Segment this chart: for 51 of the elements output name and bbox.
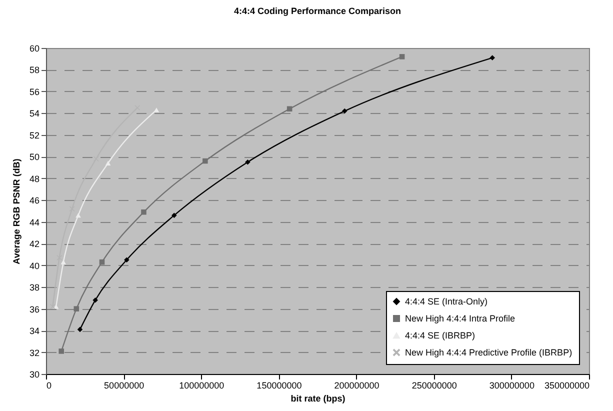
point — [56, 255, 62, 260]
y-tick-label: 38 — [29, 282, 40, 293]
y-tick-label: 54 — [29, 108, 40, 119]
point — [77, 326, 83, 332]
y-tick-label: 36 — [29, 304, 40, 314]
y-tick-label: 58 — [29, 65, 40, 76]
x-tick-label: 150000000 — [256, 380, 302, 390]
point — [399, 54, 405, 60]
point — [74, 306, 80, 312]
point — [105, 160, 111, 166]
y-tick-label: 34 — [29, 326, 40, 336]
x-tick-label: 350000000 — [544, 380, 590, 390]
point — [286, 106, 292, 112]
x-tick-label: 250000000 — [412, 380, 457, 390]
y-tick-label: 40 — [29, 260, 40, 271]
point — [172, 212, 177, 218]
legend-label: 4:4:4 SE (IBRBP) — [405, 330, 476, 340]
point — [76, 213, 81, 218]
y-tick-label: 48 — [29, 174, 40, 184]
x-tick-label: 200000000 — [334, 380, 380, 390]
x-tick-label: 50000000 — [104, 380, 144, 390]
x-tick-label: 300000000 — [489, 380, 534, 390]
point — [92, 297, 98, 303]
legend-label: 4:4:4 SE (Intra-Only) — [405, 296, 488, 306]
y-axis-title: Average RGB PSNR (dB) — [11, 158, 22, 264]
y-tick-label: 50 — [29, 152, 40, 162]
x-tick-label: 0 — [46, 380, 52, 390]
y-tick-label: 32 — [29, 348, 40, 358]
x-axis-title: bit rate (bps) — [290, 394, 346, 404]
point — [342, 108, 348, 114]
y-tick-label: 60 — [29, 44, 40, 54]
point — [58, 348, 64, 354]
point — [60, 260, 66, 264]
y-tick-label: 52 — [29, 130, 40, 140]
y-tick-label: 56 — [29, 86, 40, 97]
point — [53, 304, 59, 309]
legend-label: New High 4:4:4 Predictive Profile (IBRBP) — [405, 348, 572, 358]
point — [490, 55, 495, 60]
y-tick-label: 42 — [29, 239, 40, 250]
legend-label: New High 4:4:4 Intra Profile — [405, 314, 516, 324]
y-tick-label: 30 — [29, 370, 40, 380]
point — [202, 158, 208, 164]
point — [245, 159, 250, 165]
chart-title: 4:4:4 Coding Performance Comparison — [234, 6, 402, 16]
point — [141, 209, 146, 215]
y-tick-label: 46 — [29, 196, 40, 206]
point — [124, 257, 130, 263]
x-tick-label: 100000000 — [179, 380, 224, 390]
y-tick-label: 44 — [29, 217, 40, 228]
point — [93, 156, 99, 162]
point — [50, 304, 56, 310]
